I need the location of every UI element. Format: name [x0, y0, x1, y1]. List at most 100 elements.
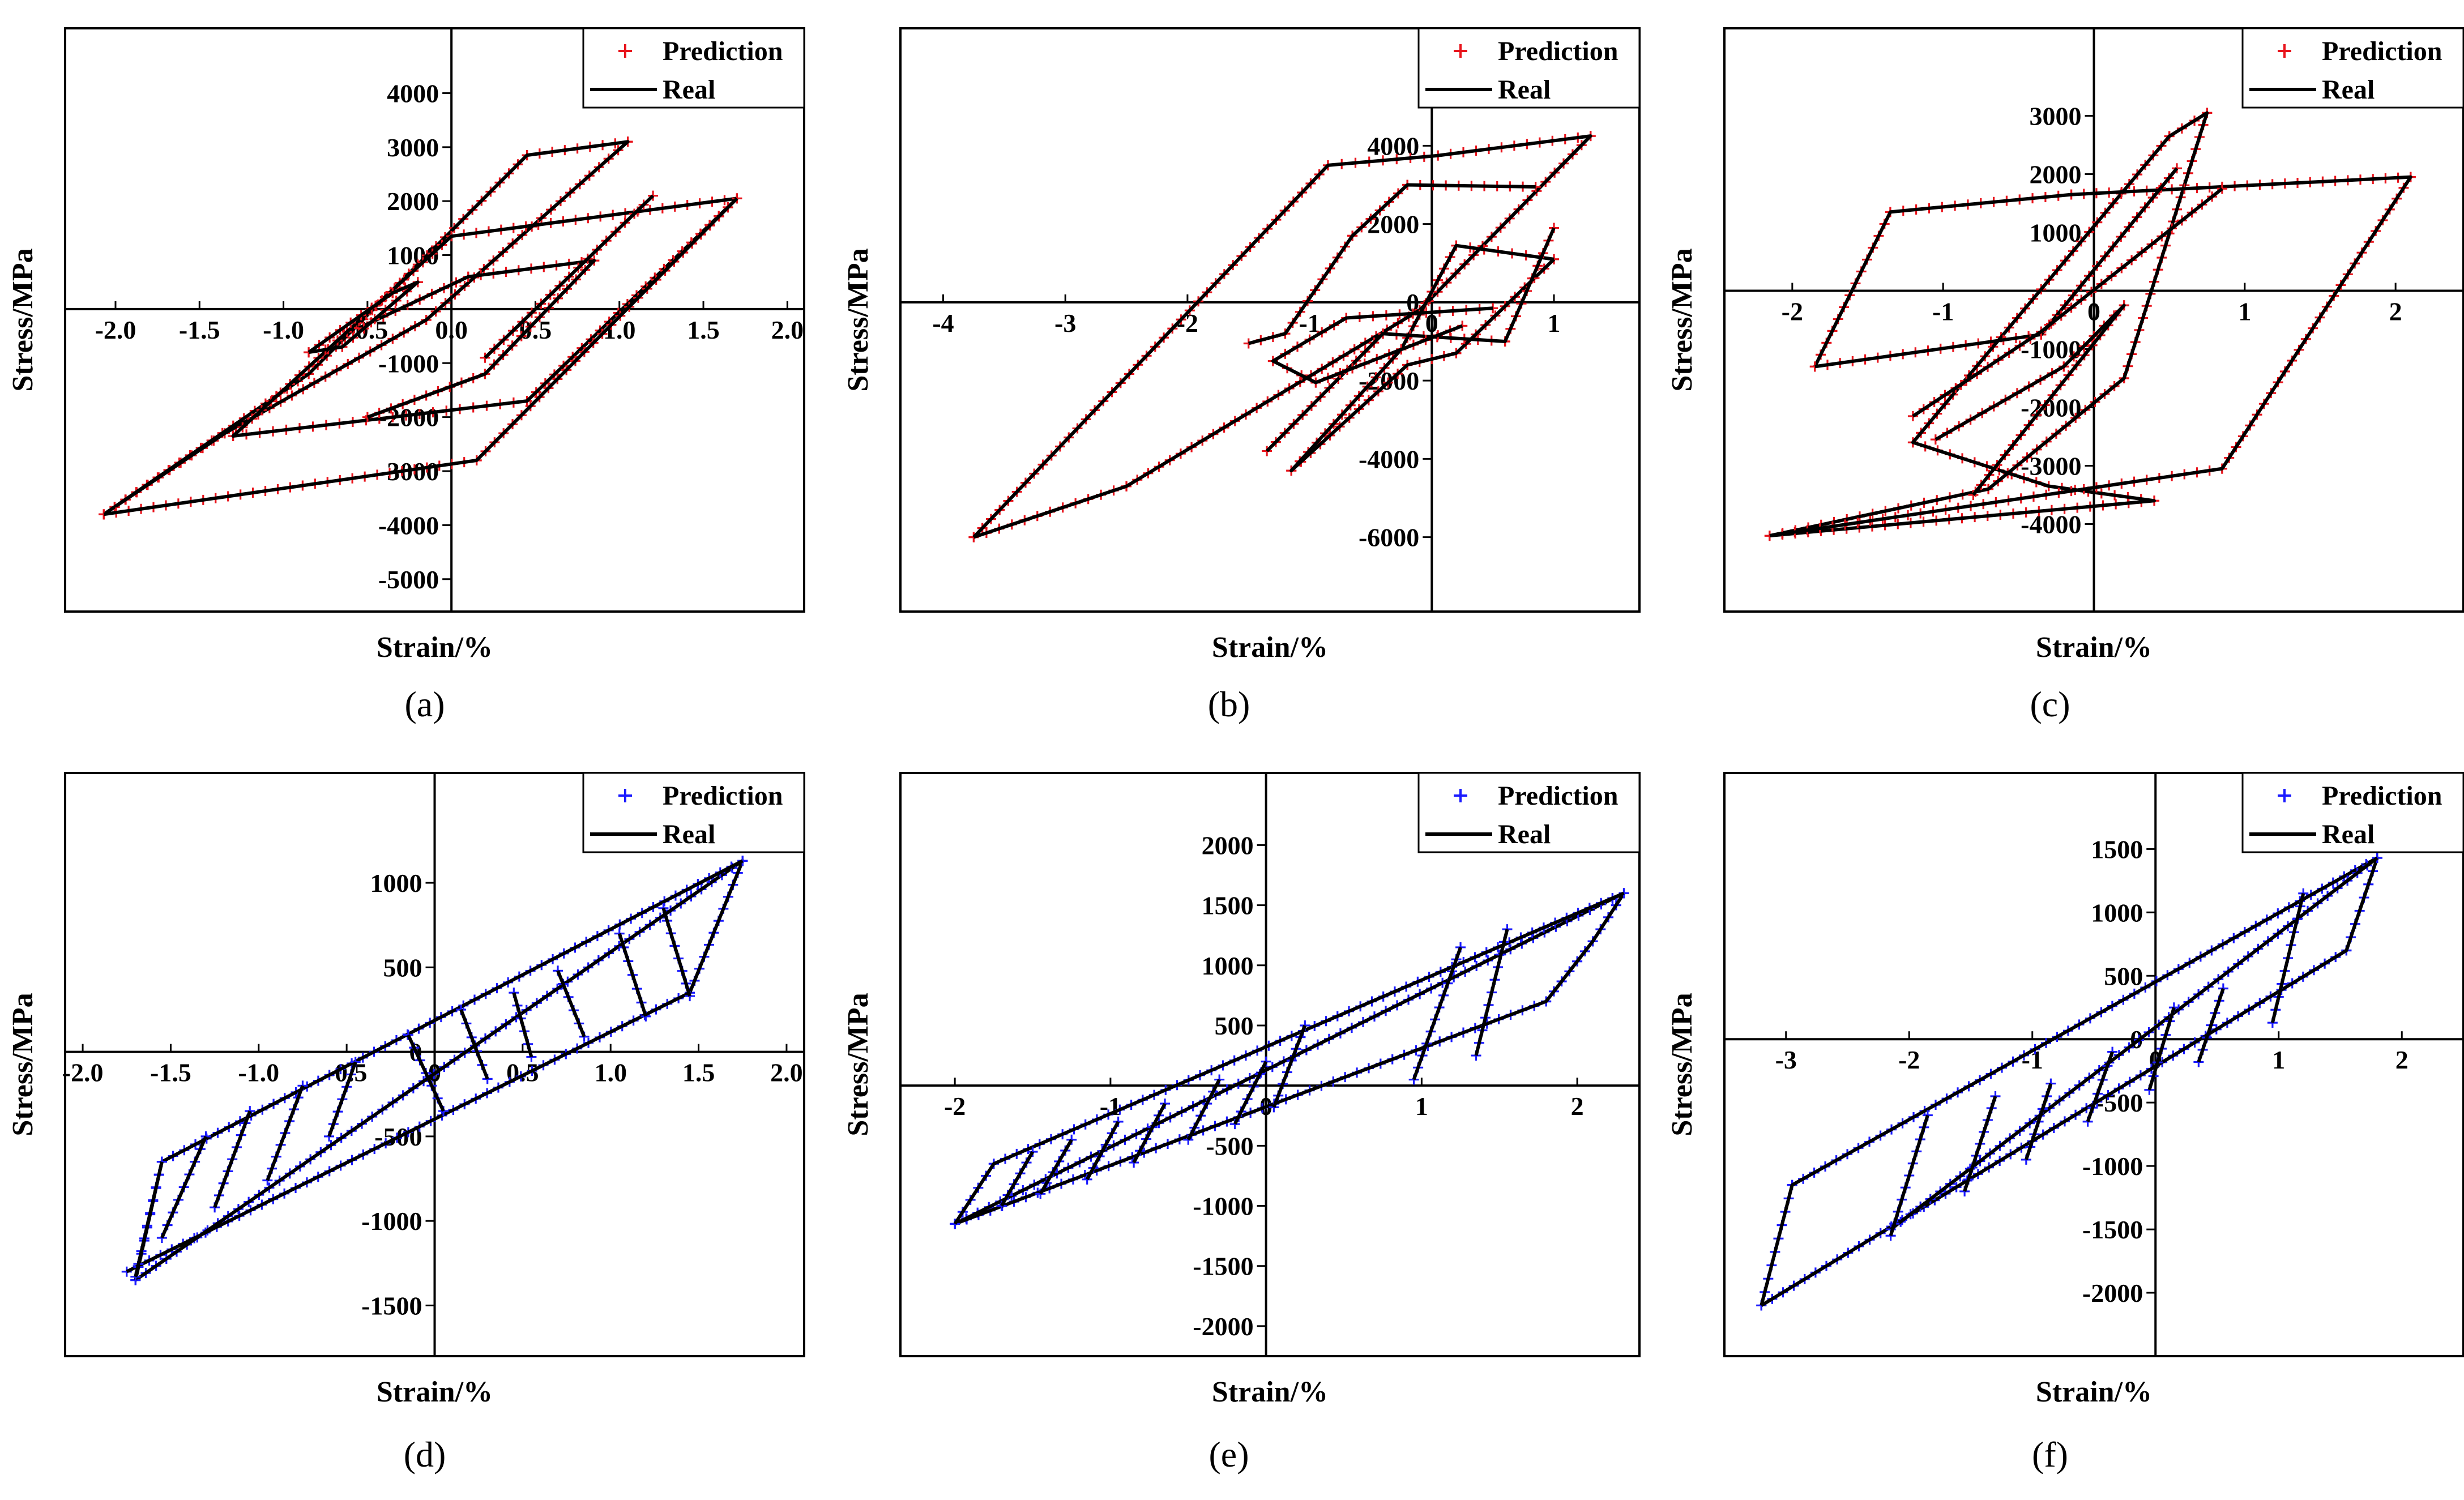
x-tick-label: 1.5 — [682, 1058, 715, 1087]
legend-prediction-marker — [1454, 789, 1467, 802]
panel-label: (e) — [1208, 1434, 1249, 1475]
real-series-5 — [484, 194, 655, 359]
panel-label: (f) — [2032, 1434, 2068, 1475]
x-tick-label: 2 — [2395, 1045, 2409, 1074]
real-series-5 — [1086, 1121, 1120, 1181]
chart-panel-3: -2 -1 0 1 2300020001000-1000-2000-3000-4000P… — [1666, 27, 2464, 724]
prediction-marker — [2217, 183, 2227, 194]
real-series-4 — [1935, 304, 2126, 496]
real-series-2 — [1769, 175, 2412, 538]
real-series-5 — [1271, 306, 1493, 384]
legend-prediction-marker — [2278, 789, 2291, 802]
real-series-3 — [1000, 1151, 1035, 1207]
y-tick-label: 500 — [1215, 1011, 1254, 1040]
legend-box — [2241, 772, 2464, 853]
real-series-7 — [327, 1061, 357, 1137]
chart-panel-2: -4 -3 -2 -1 0 1400020000-2000-4000-6000Predic… — [842, 27, 1641, 724]
legend-box — [582, 27, 805, 109]
y-tick-label: -4000 — [1359, 445, 1419, 473]
real-series-3 — [134, 1161, 164, 1277]
real-series-7 — [2147, 1007, 2176, 1091]
real-series-1 — [1760, 856, 2379, 1307]
y-tick-label: -1500 — [1193, 1252, 1253, 1281]
x-tick-label: -1.5 — [179, 315, 220, 344]
chart-panel-6: -3 -2 -1 0 1 2150010005000-500-1000-1500-2000… — [1666, 772, 2464, 1475]
y-tick-label: -1000 — [378, 349, 439, 378]
x-tick-label: -1.0 — [263, 315, 304, 344]
legend-real-label: Real — [1498, 819, 1551, 849]
y-tick-label: -1500 — [361, 1291, 422, 1320]
y-tick-label: -2000 — [2082, 1279, 2143, 1307]
y-tick-label: 500 — [2104, 961, 2143, 990]
prediction-series-2 — [1286, 240, 1560, 476]
real-series-6 — [266, 1085, 305, 1181]
y-tick-label: 1500 — [1202, 891, 1254, 920]
real-series-8 — [407, 1034, 445, 1112]
real-series-10 — [1412, 946, 1462, 1080]
y-axis-title: Stress/MPa — [1666, 993, 1698, 1136]
x-tick-label: -4 — [932, 309, 954, 337]
x-axis-title: Strain/% — [1212, 1376, 1328, 1408]
real-series-8 — [1233, 1061, 1268, 1125]
real-series-4 — [160, 1135, 208, 1239]
legend-prediction-label: Prediction — [1498, 781, 1618, 811]
y-tick-label: -1500 — [2082, 1215, 2143, 1244]
real-series-1 — [954, 891, 1626, 1226]
x-tick-label: 0 — [1425, 309, 1438, 337]
real-series-1 — [1769, 111, 2209, 538]
y-tick-label: 500 — [383, 953, 422, 982]
y-tick-label: 4000 — [1367, 131, 1419, 160]
legend-prediction-marker — [2278, 44, 2291, 58]
x-axis-title: Strain/% — [2036, 1376, 2152, 1408]
y-tick-label: 2000 — [1202, 831, 1254, 860]
prediction-marker — [1035, 1189, 1046, 1199]
legend-real-label: Real — [2322, 75, 2375, 105]
real-series-1 — [126, 859, 745, 1282]
plot-frame — [899, 772, 1641, 1357]
x-tick-label: 2 — [2389, 297, 2402, 326]
y-tick-label: -4000 — [378, 511, 439, 540]
legend-box — [1417, 27, 1641, 109]
real-series-2 — [953, 891, 1625, 1225]
y-tick-label: 1000 — [2091, 898, 2143, 927]
y-tick-label: -1000 — [361, 1207, 422, 1236]
y-axis-title: Stress/MPa — [7, 248, 39, 391]
real-series-5 — [2025, 1083, 2053, 1160]
legend-real-label: Real — [663, 819, 715, 849]
legend-prediction-label: Prediction — [2322, 36, 2442, 66]
y-tick-label: -6000 — [1359, 523, 1419, 552]
real-series-10 — [512, 992, 533, 1058]
x-tick-label: 2 — [1571, 1092, 1584, 1121]
x-tick-label: 2.0 — [771, 315, 804, 344]
real-series-6 — [2086, 1051, 2114, 1122]
real-series-9 — [459, 1008, 489, 1080]
x-tick-label: 0.0 — [435, 315, 468, 344]
x-axis-title: Strain/% — [377, 1376, 493, 1408]
x-tick-label: -1 — [1932, 297, 1954, 326]
real-series-9 — [1272, 1024, 1307, 1108]
x-tick-label: 1 — [1415, 1092, 1428, 1121]
y-tick-label: 1000 — [2030, 219, 2082, 247]
panel-label: (b) — [1208, 684, 1250, 724]
x-tick-label: -3 — [1775, 1045, 1797, 1074]
x-tick-label: 1 — [2272, 1045, 2285, 1074]
panel-label: (c) — [2030, 684, 2070, 724]
x-tick-label: 1.5 — [687, 315, 720, 344]
real-series-13 — [661, 907, 691, 997]
legend-prediction-marker — [1454, 44, 1467, 58]
real-series-12 — [617, 933, 648, 1017]
y-tick-label: 1500 — [2091, 835, 2143, 864]
x-tick-label: -2 — [1782, 297, 1803, 326]
legend-box — [1417, 772, 1641, 853]
y-axis-title: Stress/MPa — [842, 248, 874, 391]
legend-prediction-label: Prediction — [663, 36, 783, 66]
x-axis-title: Strain/% — [377, 631, 493, 664]
legend-box — [582, 772, 805, 853]
real-series-7 — [1186, 1079, 1221, 1141]
real-series-3 — [103, 197, 738, 516]
legend-prediction-label: Prediction — [663, 781, 783, 811]
legend-prediction-marker — [618, 789, 632, 802]
prediction-marker — [1027, 1146, 1038, 1157]
real-series-3 — [1265, 227, 1556, 452]
